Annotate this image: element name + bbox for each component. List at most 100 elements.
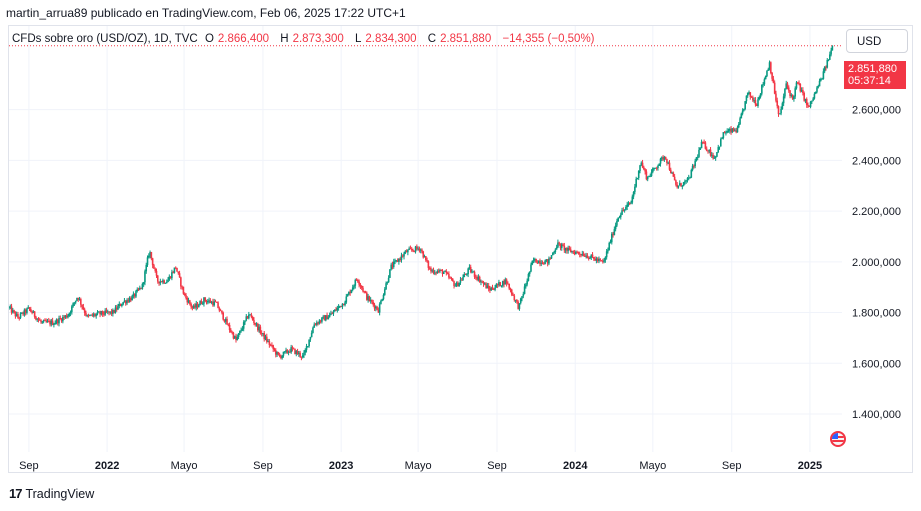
candle-body — [453, 281, 455, 286]
candle-body — [731, 128, 734, 133]
candle-body — [507, 283, 509, 285]
candle-body — [239, 330, 241, 334]
candle-body — [635, 178, 637, 187]
candle-body — [580, 254, 582, 256]
candle-body — [612, 233, 614, 236]
candle-body — [800, 89, 803, 92]
candle-body — [791, 94, 794, 100]
candle-body — [802, 89, 804, 93]
candle-body — [586, 255, 589, 259]
candle-body — [495, 284, 498, 288]
candle-body — [345, 296, 348, 303]
tradingview-logo-icon: 17 — [9, 486, 23, 501]
candle-body — [687, 177, 690, 179]
candle-body — [296, 350, 299, 355]
candle-body — [287, 351, 290, 353]
candle-body — [757, 99, 759, 106]
candle-body — [342, 303, 345, 306]
candle-body — [135, 291, 137, 297]
candle-body — [254, 322, 257, 325]
candle-body — [412, 250, 414, 251]
candle-body — [433, 272, 436, 274]
candle-body — [185, 294, 187, 298]
candle-body — [145, 264, 148, 272]
candle-body — [381, 299, 384, 301]
candle-body — [634, 186, 636, 192]
candle-body — [109, 311, 112, 313]
candle-body — [59, 318, 62, 319]
candle-body — [251, 317, 254, 321]
candle-body — [462, 277, 464, 281]
candle-body — [28, 307, 31, 309]
candle-body — [103, 314, 105, 315]
candle-body — [522, 293, 525, 297]
candle-body — [26, 308, 28, 313]
candle-body — [613, 229, 616, 236]
candle-body — [625, 206, 627, 210]
candle-body — [821, 78, 823, 80]
y-tick-label: 1.800,000 — [852, 308, 901, 320]
candle-body — [428, 267, 431, 269]
candle-body — [369, 300, 372, 302]
candle-body — [299, 352, 301, 357]
candle-body — [245, 316, 248, 321]
candle-body — [265, 336, 268, 342]
candle-body — [65, 315, 68, 318]
candle-body — [535, 258, 537, 263]
candle-body — [444, 271, 446, 272]
candle-body — [167, 279, 169, 283]
candle-body — [689, 177, 691, 179]
candle-body — [714, 156, 717, 158]
candle-body — [82, 306, 85, 310]
candle-body — [174, 267, 177, 269]
candle-body — [554, 249, 557, 253]
candle-body — [263, 332, 266, 340]
currency-button[interactable]: USD — [846, 29, 908, 53]
candle-body — [811, 100, 813, 102]
candle-body — [584, 256, 586, 257]
candle-body — [820, 78, 822, 81]
candle-body — [602, 261, 604, 262]
candle-body — [467, 268, 469, 275]
candle-body — [430, 268, 432, 272]
us-flag-icon[interactable] — [830, 431, 846, 447]
candle-body — [140, 287, 142, 289]
candle-body — [56, 319, 59, 324]
candle-body — [435, 272, 437, 274]
candle-body — [360, 286, 363, 288]
candle-body — [617, 217, 619, 222]
candle-body — [448, 274, 450, 278]
candle-body — [426, 260, 428, 262]
candle-body — [351, 287, 354, 290]
candle-body — [23, 309, 26, 315]
candle-body — [71, 306, 73, 313]
candle-body — [816, 87, 818, 92]
candle-body — [318, 320, 321, 324]
candle-body — [377, 309, 380, 313]
candle-body — [346, 294, 349, 297]
last-price-value: 2.851,880 — [848, 63, 897, 75]
candle-body — [407, 249, 409, 253]
candle-body — [300, 356, 303, 358]
candle-body — [726, 131, 729, 133]
candle-body — [735, 130, 737, 133]
candle-body — [45, 320, 47, 322]
candle-body — [62, 317, 64, 322]
candle-body — [436, 271, 439, 273]
candle-body — [21, 312, 23, 314]
candle-body — [298, 352, 300, 355]
candle-body — [789, 90, 791, 96]
footer-branding[interactable]: 17 TradingView — [9, 486, 94, 501]
candle-body — [309, 337, 312, 340]
candle-body — [427, 261, 430, 268]
symbol-title[interactable]: CFDs sobre oro (USD/OZ), 1D, TVC — [12, 33, 198, 45]
candle-body — [158, 281, 160, 284]
candle-body — [536, 262, 539, 264]
candle-body — [478, 276, 481, 283]
candle-body — [730, 128, 732, 133]
candle-body — [200, 301, 203, 304]
candle-body — [598, 259, 600, 261]
candle-body — [450, 278, 453, 279]
candle-body — [671, 172, 673, 174]
